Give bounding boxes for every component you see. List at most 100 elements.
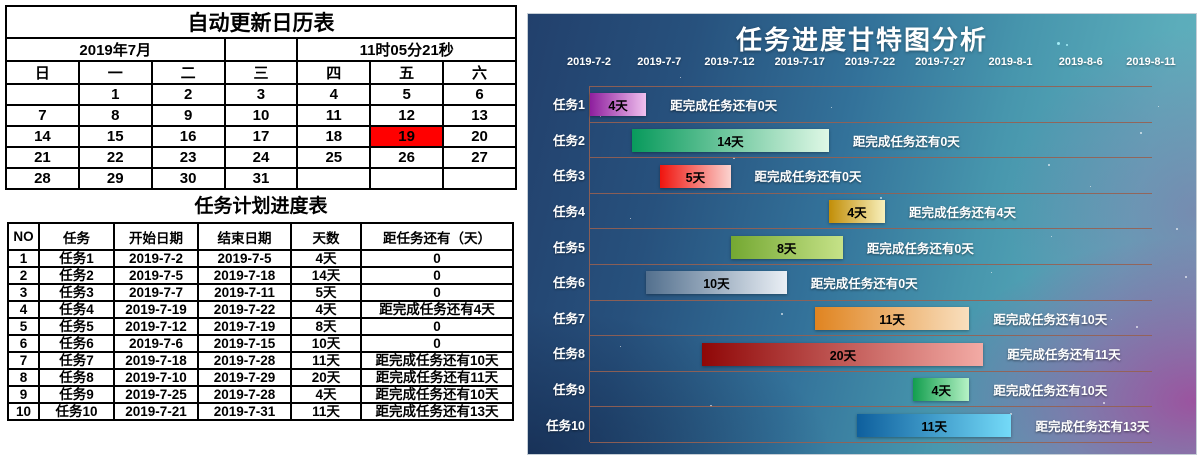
task-start-date-cell[interactable]: 2019-7-21	[113, 402, 199, 421]
task-name-cell[interactable]: 任务9	[38, 385, 115, 404]
calendar-day-cell[interactable]: 29	[77, 167, 153, 190]
calendar-day-cell[interactable]: 25	[296, 146, 372, 169]
calendar-day-cell[interactable]: 5	[369, 83, 445, 106]
task-no-cell[interactable]: 7	[7, 351, 40, 370]
calendar-day-cell[interactable]: 11	[296, 104, 372, 127]
task-column-header[interactable]: 天数	[290, 222, 362, 251]
weekday-header[interactable]: 五	[369, 60, 445, 85]
gantt-bar[interactable]: 14天	[632, 128, 829, 152]
task-name-cell[interactable]: 任务2	[38, 266, 115, 285]
task-no-cell[interactable]: 9	[7, 385, 40, 404]
weekday-header[interactable]: 二	[150, 60, 226, 85]
task-start-date-cell[interactable]: 2019-7-10	[113, 368, 199, 387]
gantt-bar[interactable]: 8天	[730, 235, 843, 259]
task-remaining-cell[interactable]: 距完成任务还有13天	[360, 402, 514, 421]
task-remaining-cell[interactable]: 0	[360, 334, 514, 353]
task-no-cell[interactable]: 3	[7, 283, 40, 302]
calendar-time-label[interactable]: 11时05分21秒	[296, 37, 517, 62]
calendar-day-cell[interactable]: 13	[442, 104, 517, 127]
task-end-date-cell[interactable]: 2019-7-11	[197, 283, 292, 302]
weekday-header[interactable]: 六	[442, 60, 517, 85]
calendar-day-cell[interactable]: 28	[5, 167, 80, 190]
task-end-date-cell[interactable]: 2019-7-5	[197, 249, 292, 268]
calendar-day-cell[interactable]: 1	[77, 83, 153, 106]
task-days-cell[interactable]: 11天	[290, 351, 362, 370]
calendar-day-cell[interactable]: 9	[150, 104, 226, 127]
task-remaining-cell[interactable]: 0	[360, 283, 514, 302]
calendar-day-cell[interactable]: 17	[223, 125, 299, 148]
task-days-cell[interactable]: 20天	[290, 368, 362, 387]
task-start-date-cell[interactable]: 2019-7-6	[113, 334, 199, 353]
calendar-empty-cell[interactable]	[369, 167, 445, 190]
task-start-date-cell[interactable]: 2019-7-2	[113, 249, 199, 268]
calendar-day-cell[interactable]: 20	[442, 125, 517, 148]
calendar-empty-cell[interactable]	[442, 167, 517, 190]
task-end-date-cell[interactable]: 2019-7-28	[197, 351, 292, 370]
task-column-header[interactable]: 开始日期	[113, 222, 199, 251]
gantt-bar[interactable]: 11天	[814, 306, 970, 330]
task-remaining-cell[interactable]: 距完成任务还有4天	[360, 300, 514, 319]
task-name-cell[interactable]: 任务8	[38, 368, 115, 387]
calendar-day-cell[interactable]: 6	[442, 83, 517, 106]
task-start-date-cell[interactable]: 2019-7-7	[113, 283, 199, 302]
task-end-date-cell[interactable]: 2019-7-31	[197, 402, 292, 421]
task-column-header[interactable]: 距任务还有（天）	[360, 222, 514, 251]
task-no-cell[interactable]: 6	[7, 334, 40, 353]
task-no-cell[interactable]: 4	[7, 300, 40, 319]
gantt-bar[interactable]: 4天	[828, 200, 886, 224]
task-start-date-cell[interactable]: 2019-7-25	[113, 385, 199, 404]
task-days-cell[interactable]: 8天	[290, 317, 362, 336]
calendar-blank-cell[interactable]	[223, 37, 299, 62]
calendar-empty-cell[interactable]	[5, 83, 80, 106]
calendar-day-cell[interactable]: 14	[5, 125, 80, 148]
task-days-cell[interactable]: 4天	[290, 385, 362, 404]
task-no-cell[interactable]: 2	[7, 266, 40, 285]
gantt-bar[interactable]: 11天	[856, 413, 1012, 437]
task-days-cell[interactable]: 5天	[290, 283, 362, 302]
task-end-date-cell[interactable]: 2019-7-19	[197, 317, 292, 336]
task-days-cell[interactable]: 11天	[290, 402, 362, 421]
task-remaining-cell[interactable]: 0	[360, 249, 514, 268]
weekday-header[interactable]: 日	[5, 60, 80, 85]
weekday-header[interactable]: 三	[223, 60, 299, 85]
calendar-day-cell[interactable]: 7	[5, 104, 80, 127]
gantt-bar[interactable]: 10天	[646, 271, 787, 295]
task-name-cell[interactable]: 任务7	[38, 351, 115, 370]
gantt-bar[interactable]: 5天	[660, 164, 731, 188]
calendar-day-cell[interactable]: 18	[296, 125, 372, 148]
task-column-header[interactable]: 结束日期	[197, 222, 292, 251]
task-start-date-cell[interactable]: 2019-7-19	[113, 300, 199, 319]
calendar-day-cell[interactable]: 27	[442, 146, 517, 169]
gantt-bar[interactable]: 4天	[913, 378, 970, 402]
task-name-cell[interactable]: 任务5	[38, 317, 115, 336]
weekday-header[interactable]: 一	[77, 60, 153, 85]
task-name-cell[interactable]: 任务1	[38, 249, 115, 268]
task-start-date-cell[interactable]: 2019-7-12	[113, 317, 199, 336]
task-end-date-cell[interactable]: 2019-7-29	[197, 368, 292, 387]
task-name-cell[interactable]: 任务4	[38, 300, 115, 319]
task-end-date-cell[interactable]: 2019-7-15	[197, 334, 292, 353]
calendar-day-cell[interactable]: 21	[5, 146, 80, 169]
calendar-day-cell[interactable]: 26	[369, 146, 445, 169]
calendar-day-cell[interactable]: 4	[296, 83, 372, 106]
task-end-date-cell[interactable]: 2019-7-18	[197, 266, 292, 285]
task-remaining-cell[interactable]: 距完成任务还有10天	[360, 351, 514, 370]
task-remaining-cell[interactable]: 距完成任务还有10天	[360, 385, 514, 404]
weekday-header[interactable]: 四	[296, 60, 372, 85]
calendar-month-label[interactable]: 2019年7月	[5, 37, 226, 62]
calendar-day-cell[interactable]: 8	[77, 104, 153, 127]
task-end-date-cell[interactable]: 2019-7-28	[197, 385, 292, 404]
task-remaining-cell[interactable]: 0	[360, 317, 514, 336]
task-column-header[interactable]: 任务	[38, 222, 115, 251]
task-days-cell[interactable]: 4天	[290, 249, 362, 268]
task-no-cell[interactable]: 5	[7, 317, 40, 336]
task-start-date-cell[interactable]: 2019-7-18	[113, 351, 199, 370]
task-days-cell[interactable]: 14天	[290, 266, 362, 285]
task-no-cell[interactable]: 1	[7, 249, 40, 268]
gantt-bar[interactable]: 4天	[590, 93, 647, 117]
calendar-day-cell[interactable]: 3	[223, 83, 299, 106]
calendar-empty-cell[interactable]	[296, 167, 372, 190]
task-no-cell[interactable]: 8	[7, 368, 40, 387]
calendar-day-cell[interactable]: 2	[150, 83, 226, 106]
task-no-cell[interactable]: 10	[7, 402, 40, 421]
